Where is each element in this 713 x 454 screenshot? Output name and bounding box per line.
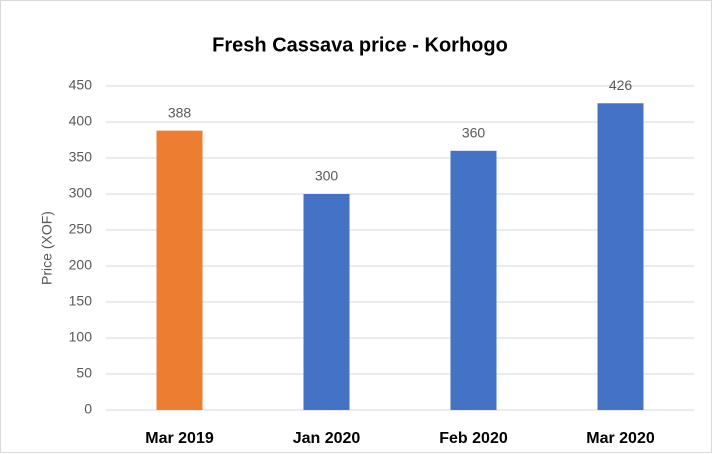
y-tick-label: 150 [69,293,93,309]
bar [303,194,350,410]
data-label: 300 [315,168,339,184]
data-label: 360 [462,125,486,141]
bar [597,103,644,410]
x-tick-label: Mar 2020 [586,430,655,447]
y-tick-label: 50 [76,365,92,381]
y-axis-label: Price (XOF) [39,211,55,285]
data-label: 388 [168,104,192,120]
x-tick-label: Feb 2020 [439,430,508,447]
y-tick-label: 200 [69,257,93,273]
bar [450,150,497,411]
y-tick-label: 350 [69,149,93,165]
data-label: 426 [609,77,633,93]
y-tick-label: 400 [69,113,93,129]
y-tick-label: 450 [69,77,93,93]
x-tick-label: Jan 2020 [293,430,361,447]
chart-title: Fresh Cassava price - Korhogo [212,34,508,56]
y-tick-label: 100 [69,329,93,345]
bar [156,130,203,410]
y-tick-label: 0 [84,401,92,417]
y-tick-label: 300 [69,185,93,201]
y-tick-label: 250 [69,221,93,237]
x-tick-label: Mar 2019 [145,430,214,447]
